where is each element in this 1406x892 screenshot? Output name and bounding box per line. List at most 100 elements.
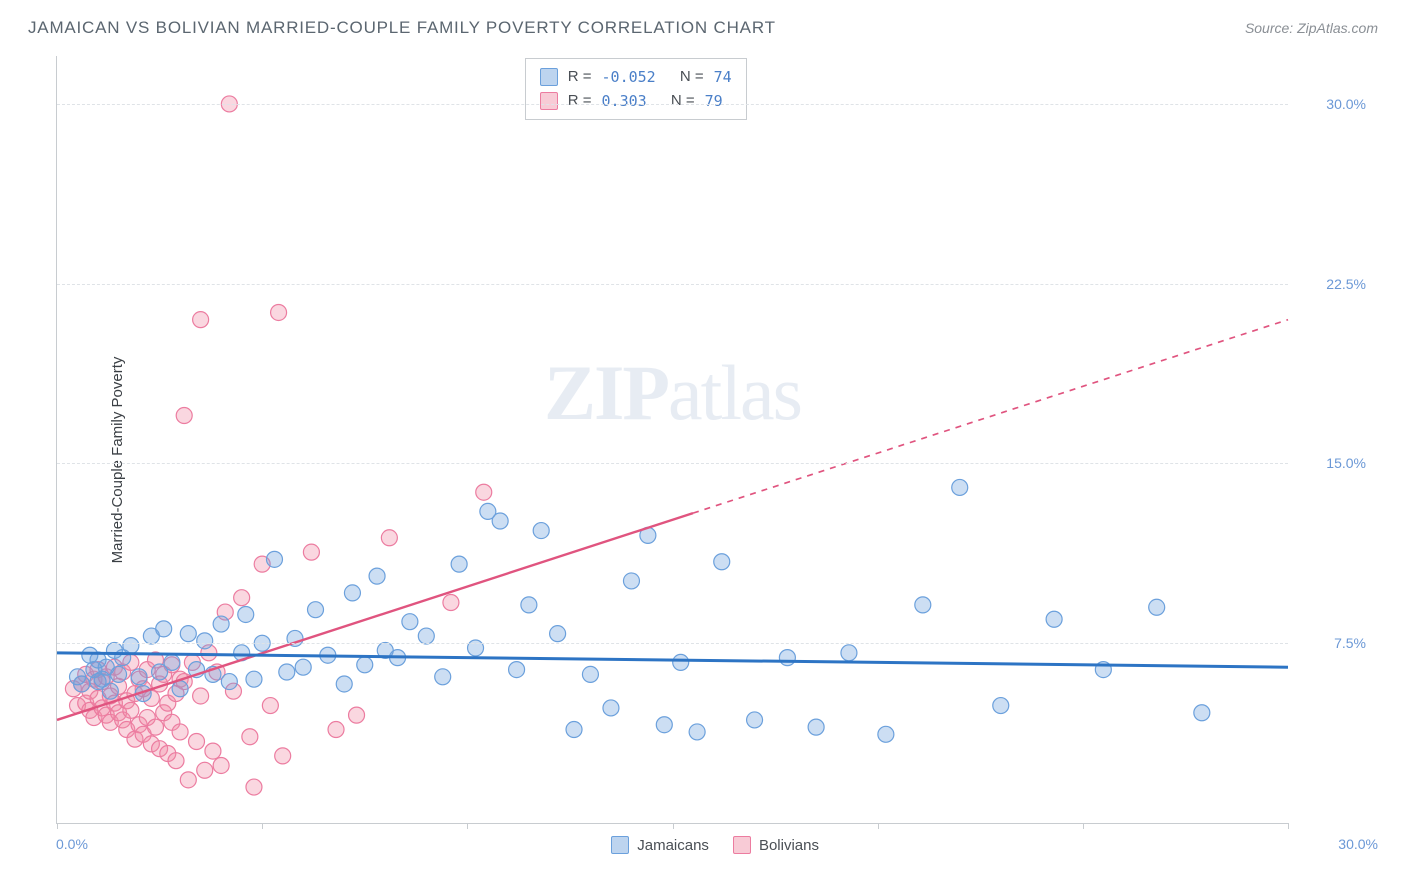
trend-line <box>57 513 693 720</box>
gridline <box>57 643 1288 644</box>
source-label: Source: ZipAtlas.com <box>1245 20 1378 36</box>
scatter-point <box>275 748 291 764</box>
scatter-point <box>102 683 118 699</box>
scatter-point <box>566 722 582 738</box>
scatter-point <box>841 645 857 661</box>
scatter-point <box>168 753 184 769</box>
scatter-point <box>779 650 795 666</box>
scatter-point <box>550 626 566 642</box>
scatter-point <box>111 666 127 682</box>
swatch-blue <box>611 836 629 854</box>
scatter-point <box>176 408 192 424</box>
scatter-point <box>246 671 262 687</box>
scatter-point <box>221 674 237 690</box>
scatter-point <box>1149 599 1165 615</box>
scatter-point <box>123 702 139 718</box>
scatter-point <box>344 585 360 601</box>
y-tick-label: 7.5% <box>1334 635 1366 651</box>
x-tick <box>1288 823 1289 829</box>
scatter-point <box>603 700 619 716</box>
scatter-point <box>656 717 672 733</box>
scatter-point <box>349 707 365 723</box>
scatter-point <box>747 712 763 728</box>
scatter-point <box>714 554 730 570</box>
scatter-point <box>164 654 180 670</box>
x-tick <box>262 823 263 829</box>
scatter-point <box>172 724 188 740</box>
scatter-point <box>402 614 418 630</box>
scatter-point <box>952 479 968 495</box>
scatter-point <box>451 556 467 572</box>
scatter-point <box>521 597 537 613</box>
scatter-point <box>213 616 229 632</box>
scatter-point <box>993 698 1009 714</box>
swatch-pink <box>733 836 751 854</box>
x-tick <box>467 823 468 829</box>
scatter-point <box>435 669 451 685</box>
scatter-point <box>476 484 492 500</box>
scatter-point <box>213 757 229 773</box>
scatter-point <box>509 662 525 678</box>
scatter-point <box>808 719 824 735</box>
x-tick <box>57 823 58 829</box>
scatter-point <box>582 666 598 682</box>
scatter-point <box>492 513 508 529</box>
scatter-point <box>193 312 209 328</box>
scatter-point <box>205 743 221 759</box>
scatter-point <box>328 722 344 738</box>
scatter-point <box>74 676 90 692</box>
scatter-point <box>369 568 385 584</box>
scatter-point <box>418 628 434 644</box>
scatter-point <box>156 621 172 637</box>
scatter-point <box>443 594 459 610</box>
x-tick <box>673 823 674 829</box>
scatter-point <box>123 638 139 654</box>
scatter-point <box>180 772 196 788</box>
y-tick-label: 22.5% <box>1326 276 1366 292</box>
x-tick <box>1083 823 1084 829</box>
scatter-point <box>180 626 196 642</box>
chart-title: JAMAICAN VS BOLIVIAN MARRIED-COUPLE FAMI… <box>28 18 776 38</box>
scatter-point <box>533 523 549 539</box>
scatter-point <box>357 657 373 673</box>
x-axis-max-label: 30.0% <box>1338 836 1378 852</box>
gridline <box>57 104 1288 105</box>
scatter-point <box>279 664 295 680</box>
scatter-point <box>336 676 352 692</box>
scatter-point <box>193 688 209 704</box>
y-tick-label: 30.0% <box>1326 96 1366 112</box>
scatter-point <box>234 590 250 606</box>
scatter-point <box>238 606 254 622</box>
scatter-point <box>189 734 205 750</box>
scatter-point <box>1046 611 1062 627</box>
scatter-point <box>262 698 278 714</box>
scatter-point <box>303 544 319 560</box>
legend-item-bolivians: Bolivians <box>733 836 819 854</box>
scatter-point <box>147 719 163 735</box>
scatter-point <box>878 726 894 742</box>
scatter-point <box>673 654 689 670</box>
legend-item-jamaicans: Jamaicans <box>611 836 709 854</box>
scatter-point <box>242 729 258 745</box>
scatter-point <box>172 681 188 697</box>
scatter-point <box>246 779 262 795</box>
x-axis-min-label: 0.0% <box>56 836 88 852</box>
scatter-point <box>689 724 705 740</box>
scatter-point <box>197 633 213 649</box>
gridline <box>57 463 1288 464</box>
y-tick-label: 15.0% <box>1326 455 1366 471</box>
trend-line-extrapolated <box>693 320 1288 513</box>
scatter-point <box>131 669 147 685</box>
scatter-point <box>623 573 639 589</box>
scatter-point <box>266 551 282 567</box>
scatter-point <box>197 762 213 778</box>
scatter-point <box>1194 705 1210 721</box>
scatter-point <box>915 597 931 613</box>
scatter-point <box>308 602 324 618</box>
chart-container: Married-Couple Family Poverty ZIPatlas R… <box>56 56 1378 864</box>
scatter-point <box>271 304 287 320</box>
scatter-point <box>381 530 397 546</box>
scatter-svg <box>57 56 1288 823</box>
series-legend: Jamaicans Bolivians <box>611 836 819 854</box>
plot-area: ZIPatlas R = -0.052 N = 74 R = 0.303 N =… <box>56 56 1288 824</box>
